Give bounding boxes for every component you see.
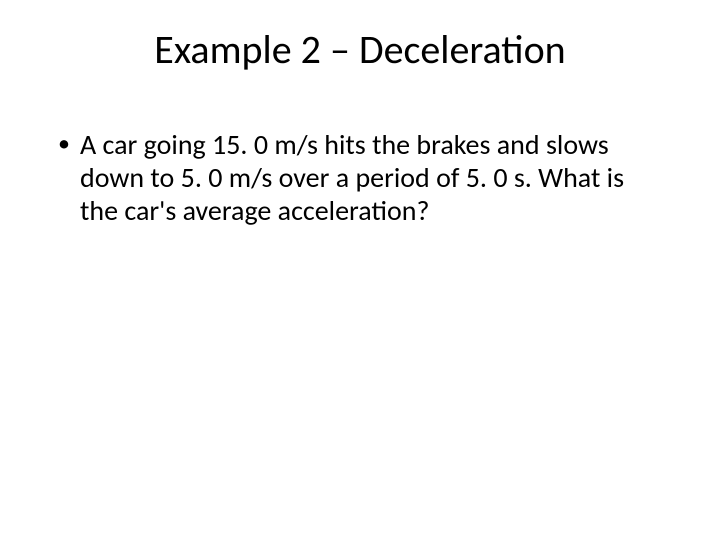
slide: Example 2 – Deceleration A car going 15.…: [0, 0, 720, 540]
bullet-item: A car going 15. 0 m/s hits the brakes an…: [54, 128, 666, 227]
bullet-list: A car going 15. 0 m/s hits the brakes an…: [54, 128, 666, 227]
slide-title: Example 2 – Deceleration: [0, 25, 720, 74]
slide-body: A car going 15. 0 m/s hits the brakes an…: [54, 128, 666, 227]
